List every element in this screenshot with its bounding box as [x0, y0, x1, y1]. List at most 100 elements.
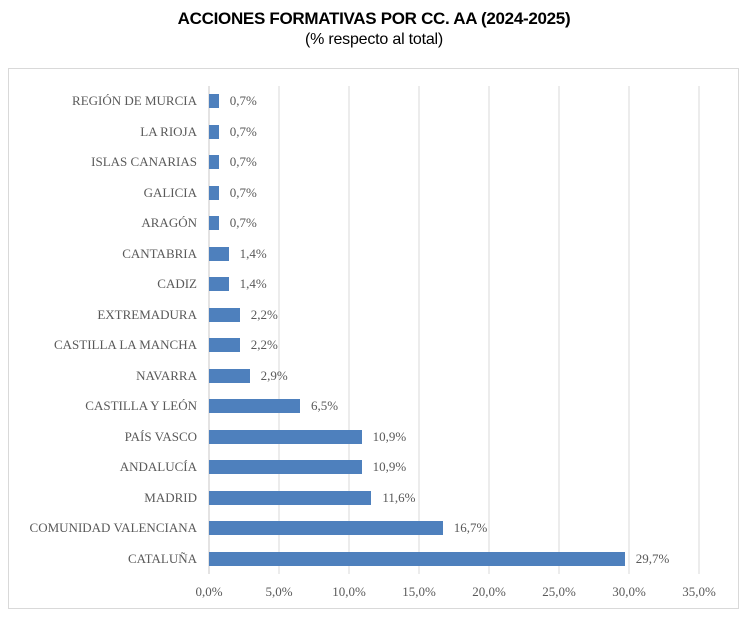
- bar: [209, 124, 219, 139]
- bar-row: CADIZ 1,4%: [9, 269, 699, 300]
- bar-row: ARAGÓN 0,7%: [9, 208, 699, 239]
- category-label: CATALUÑA: [127, 550, 197, 566]
- bar: [209, 399, 300, 414]
- bar-track: 0,7%: [209, 117, 699, 148]
- bar-track: 11,6%: [209, 483, 699, 514]
- chart-title: ACCIONES FORMATIVAS POR CC. AA (2024-202…: [177, 9, 571, 28]
- bar-row: PAÍS VASCO 10,9%: [9, 422, 699, 453]
- value-label: 2,2%: [250, 337, 278, 353]
- bar: [209, 307, 240, 322]
- value-axis-line: [208, 86, 210, 574]
- value-label: 2,9%: [260, 367, 288, 383]
- bar: [209, 246, 229, 261]
- bar-row: LA RIOJA 0,7%: [9, 117, 699, 148]
- x-tick-label: 15,0%: [402, 584, 436, 599]
- category-label: ARAGÓN: [141, 215, 197, 231]
- bar: [209, 155, 219, 170]
- bar-track: 2,2%: [209, 300, 699, 331]
- x-tick-label: 30,0%: [612, 584, 646, 599]
- value-label: 29,7%: [635, 550, 670, 566]
- x-tick-label: 20,0%: [472, 584, 506, 599]
- category-label: GALICIA: [143, 184, 197, 200]
- bar-track: 16,7%: [209, 513, 699, 544]
- gridline: [348, 86, 350, 574]
- gridline: [628, 86, 630, 574]
- category-label: CASTILLA LA MANCHA: [53, 337, 197, 353]
- category-label: CASTILLA Y LEÓN: [85, 398, 197, 414]
- value-label: 0,7%: [229, 184, 257, 200]
- bar-row: MADRID 11,6%: [9, 483, 699, 514]
- category-label: CANTABRIA: [122, 245, 197, 261]
- value-label: 0,7%: [229, 93, 257, 109]
- value-label: 0,7%: [229, 154, 257, 170]
- bar-row: CASTILLA LA MANCHA 2,2%: [9, 330, 699, 361]
- bar: [209, 460, 362, 475]
- x-axis: 0,0% 5,0% 10,0% 15,0% 20,0% 25,0% 30,0% 35,0%: [195, 581, 715, 603]
- category-label: MADRID: [144, 489, 197, 505]
- bar: [209, 551, 625, 566]
- bar-row: ANDALUCÍA 10,9%: [9, 452, 699, 483]
- gridline: [558, 86, 560, 574]
- bar: [209, 277, 229, 292]
- bar-track: 2,2%: [209, 330, 699, 361]
- value-label: 1,4%: [239, 276, 267, 292]
- bar-row: REGIÓN DE MURCIA 0,7%: [9, 86, 699, 117]
- bar-track: 10,9%: [209, 452, 699, 483]
- bar-track: 1,4%: [209, 269, 699, 300]
- x-tick-label: 0,0%: [195, 584, 223, 599]
- x-tick-label: 35,0%: [682, 584, 716, 599]
- bar-track: 1,4%: [209, 239, 699, 270]
- category-label: ISLAS CANARIAS: [91, 154, 197, 170]
- value-label: 11,6%: [382, 489, 416, 505]
- value-label: 0,7%: [229, 215, 257, 231]
- value-label: 2,2%: [250, 306, 278, 322]
- category-label: CADIZ: [157, 276, 197, 292]
- bar-track: 2,9%: [209, 361, 699, 392]
- category-label: ANDALUCÍA: [119, 459, 197, 475]
- category-label: COMUNIDAD VALENCIANA: [29, 520, 197, 536]
- category-label: PAÍS VASCO: [124, 428, 197, 444]
- bar: [209, 185, 219, 200]
- value-label: 16,7%: [453, 520, 488, 536]
- value-label: 10,9%: [372, 459, 407, 475]
- bar-row: EXTREMADURA 2,2%: [9, 300, 699, 331]
- bar-track: 0,7%: [209, 178, 699, 209]
- bar-track: 0,7%: [209, 86, 699, 117]
- category-label: EXTREMADURA: [97, 306, 197, 322]
- x-tick-label: 10,0%: [332, 584, 366, 599]
- chart-subtitle: (% respecto al total): [304, 31, 444, 48]
- gridline: [698, 86, 700, 574]
- x-tick-label: 25,0%: [542, 584, 576, 599]
- bar-track: 0,7%: [209, 208, 699, 239]
- bar-row: GALICIA 0,7%: [9, 178, 699, 209]
- value-label: 6,5%: [311, 398, 339, 414]
- bar-track: 29,7%: [209, 544, 699, 575]
- bar-rows: REGIÓN DE MURCIA 0,7% LA RIOJA 0,7% ISLA…: [9, 86, 699, 574]
- gridlines: [208, 86, 700, 574]
- bar: [209, 429, 362, 444]
- bar-row: COMUNIDAD VALENCIANA 16,7%: [9, 513, 699, 544]
- bar-track: 0,7%: [209, 147, 699, 178]
- value-label: 0,7%: [229, 123, 257, 139]
- bar: [209, 521, 443, 536]
- bar-row: CANTABRIA 1,4%: [9, 239, 699, 270]
- bar-track: 6,5%: [209, 391, 699, 422]
- gridline: [278, 86, 280, 574]
- category-label: NAVARRA: [136, 367, 197, 383]
- bar: [209, 94, 219, 109]
- category-label: LA RIOJA: [140, 123, 197, 139]
- category-label: REGIÓN DE MURCIA: [72, 93, 197, 109]
- value-label: 1,4%: [239, 245, 267, 261]
- chart-frame: REGIÓN DE MURCIA 0,7% LA RIOJA 0,7% ISLA…: [8, 68, 739, 609]
- bar-row: CASTILLA Y LEÓN 6,5%: [9, 391, 699, 422]
- bar-row: ISLAS CANARIAS 0,7%: [9, 147, 699, 178]
- bar-row: CATALUÑA 29,7%: [9, 544, 699, 575]
- x-tick-label: 5,0%: [265, 584, 293, 599]
- bar-row: NAVARRA 2,9%: [9, 361, 699, 392]
- bar: [209, 338, 240, 353]
- value-label: 10,9%: [372, 428, 407, 444]
- bar: [209, 490, 372, 505]
- gridline: [418, 86, 420, 574]
- bar: [209, 368, 250, 383]
